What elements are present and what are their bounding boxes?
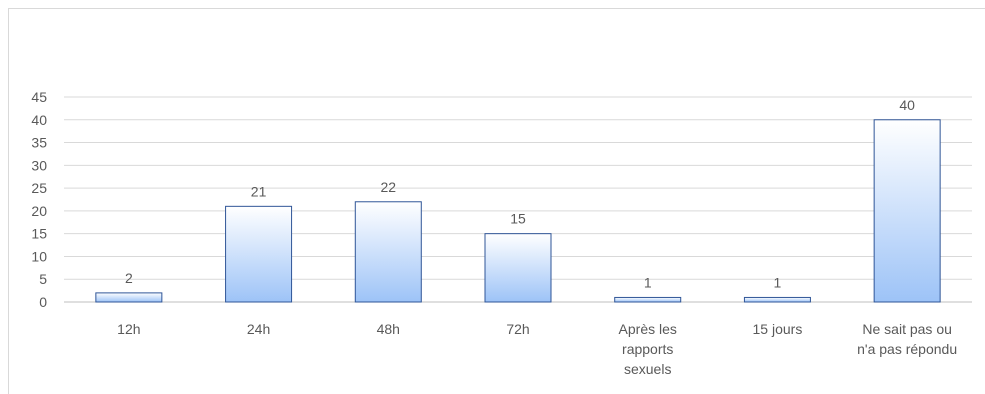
x-category-label-line: rapports (622, 341, 673, 357)
y-axis-tick-labels: 0 5 10 15 20 25 30 35 40 45 (31, 89, 47, 310)
bar (743, 296, 811, 303)
x-category-label: 12h (117, 321, 140, 337)
y-tick-label: 40 (31, 112, 47, 128)
data-label: 21 (251, 183, 267, 199)
y-tick-label: 45 (31, 89, 47, 105)
x-category-label: 72h (506, 321, 529, 337)
x-category-label-line: sexuels (624, 361, 671, 377)
y-tick-label: 35 (31, 135, 47, 151)
x-category-label-line: Ne sait pas ou (862, 321, 952, 337)
x-category-label-line: 15 jours (753, 321, 803, 337)
data-label: 1 (774, 274, 782, 290)
x-axis-category-labels: 12h 24h 48h 72h Après les rapports sexuels 15 j… (117, 321, 957, 377)
x-category-label: Ne sait pas ou n'a pas répondu (857, 321, 957, 357)
x-category-label-line: Après les (619, 321, 677, 337)
x-category-label-line: 48h (377, 321, 400, 337)
bar (873, 119, 941, 303)
data-labels: 2 21 22 15 1 1 40 (125, 97, 915, 291)
x-category-label-line: n'a pas répondu (857, 341, 957, 357)
y-tick-label: 30 (31, 157, 47, 173)
chart-frame (8, 8, 985, 394)
x-category-label-line: 12h (117, 321, 140, 337)
y-tick-label: 10 (31, 248, 47, 264)
y-tick-label: 25 (31, 180, 47, 196)
x-category-label-line: 72h (506, 321, 529, 337)
data-label: 40 (899, 97, 915, 113)
x-category-label: Après les rapports sexuels (619, 321, 677, 377)
bar (95, 292, 163, 303)
data-label: 22 (380, 179, 396, 195)
y-tick-label: 15 (31, 226, 47, 242)
y-tick-label: 5 (39, 271, 47, 287)
x-category-label-line: 24h (247, 321, 270, 337)
data-label: 2 (125, 270, 133, 286)
bar (484, 233, 552, 303)
bar (225, 205, 293, 303)
bar (614, 296, 682, 303)
y-tick-label: 20 (31, 203, 47, 219)
x-category-label: 24h (247, 321, 270, 337)
bar (354, 201, 422, 303)
x-category-label: 15 jours (753, 321, 803, 337)
data-label: 15 (510, 211, 526, 227)
bars (95, 119, 941, 303)
data-label: 1 (644, 274, 652, 290)
y-tick-label: 0 (39, 294, 47, 310)
x-category-label: 48h (377, 321, 400, 337)
